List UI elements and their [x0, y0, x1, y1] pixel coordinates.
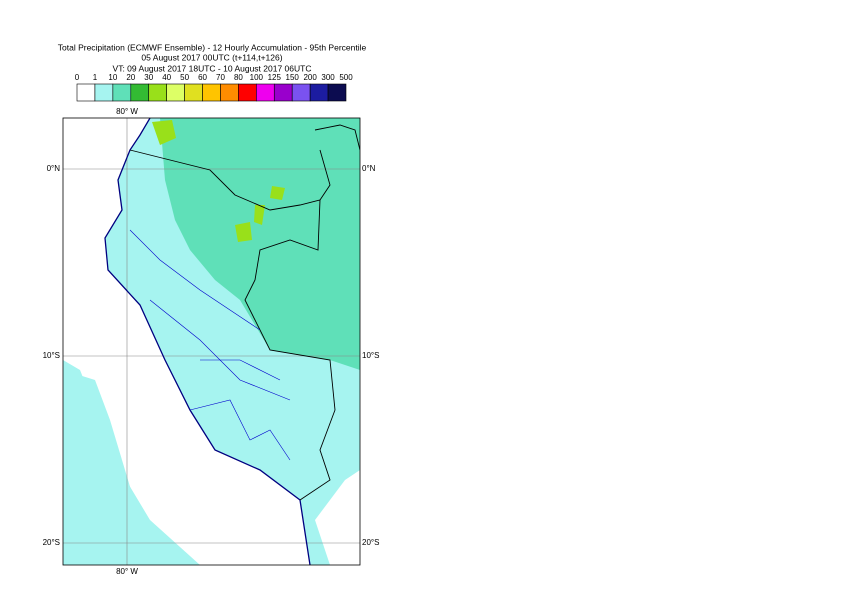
title-line: VT: 09 August 2017 18UTC - 10 August 201…	[113, 63, 312, 73]
map-frame	[62, 117, 361, 566]
lat-label: 0°N	[47, 164, 61, 173]
legend-label: 150	[286, 73, 300, 82]
legend-label: 1	[93, 73, 98, 82]
lat-label: 0°N	[362, 164, 376, 173]
regional-borders	[129, 229, 291, 461]
legend-label: 100	[250, 73, 264, 82]
precip-area	[152, 120, 176, 145]
legend-label: 20	[126, 73, 135, 82]
title-block: Total Precipitation (ECMWF Ensemble) - 1…	[58, 42, 367, 73]
title-line: 05 August 2017 00UTC (t+114,t+126)	[141, 52, 282, 62]
legend-label: 60	[198, 73, 207, 82]
map	[63, 118, 360, 565]
lon-label: 80° W	[116, 107, 138, 116]
ocean-precip	[63, 370, 140, 530]
legend-swatch	[166, 83, 185, 102]
lat-label: 20°S	[43, 538, 60, 547]
legend-label: 40	[162, 73, 171, 82]
legend-swatch	[238, 83, 257, 102]
legend-label: 500	[339, 73, 353, 82]
legend-swatch	[112, 83, 132, 102]
legend-swatch	[327, 83, 347, 102]
lat-labels: 0°N 0°N 10°S 10°S 20°S 20°S	[43, 164, 380, 547]
coastline	[104, 118, 311, 565]
lat-label: 10°S	[362, 351, 379, 360]
ocean-dry	[63, 118, 310, 565]
legend-label: 300	[321, 73, 335, 82]
legend-swatch	[256, 83, 275, 102]
legend-swatch	[148, 83, 167, 102]
legend-label: 125	[268, 73, 282, 82]
legend: 0 1 10 20 30 40 50 60 70 80 100 125 150 200 300 500	[75, 73, 353, 102]
legend-label: 80	[234, 73, 243, 82]
legend-swatch	[202, 83, 221, 102]
legend-swatch	[291, 83, 311, 102]
title-line: Total Precipitation (ECMWF Ensemble) - 1…	[58, 42, 367, 52]
lon-label: 80° W	[116, 567, 138, 576]
legend-swatch	[184, 83, 203, 102]
graticule	[63, 118, 360, 565]
legend-label: 30	[144, 73, 153, 82]
legend-swatch	[273, 83, 293, 102]
legend-swatch	[130, 83, 150, 102]
legend-label: 70	[216, 73, 225, 82]
legend-label: 200	[303, 73, 317, 82]
precip-area	[235, 186, 285, 242]
dry-area	[315, 470, 360, 565]
legend-swatch	[94, 83, 114, 102]
borders	[129, 124, 360, 501]
precip-area	[160, 118, 360, 370]
legend-label: 0	[75, 73, 80, 82]
legend-swatch	[220, 83, 239, 102]
lat-label: 20°S	[362, 538, 379, 547]
legend-label: 10	[108, 73, 117, 82]
legend-swatch	[76, 83, 96, 102]
legend-swatch	[309, 83, 329, 102]
lat-label: 10°S	[43, 351, 60, 360]
legend-label: 50	[180, 73, 189, 82]
